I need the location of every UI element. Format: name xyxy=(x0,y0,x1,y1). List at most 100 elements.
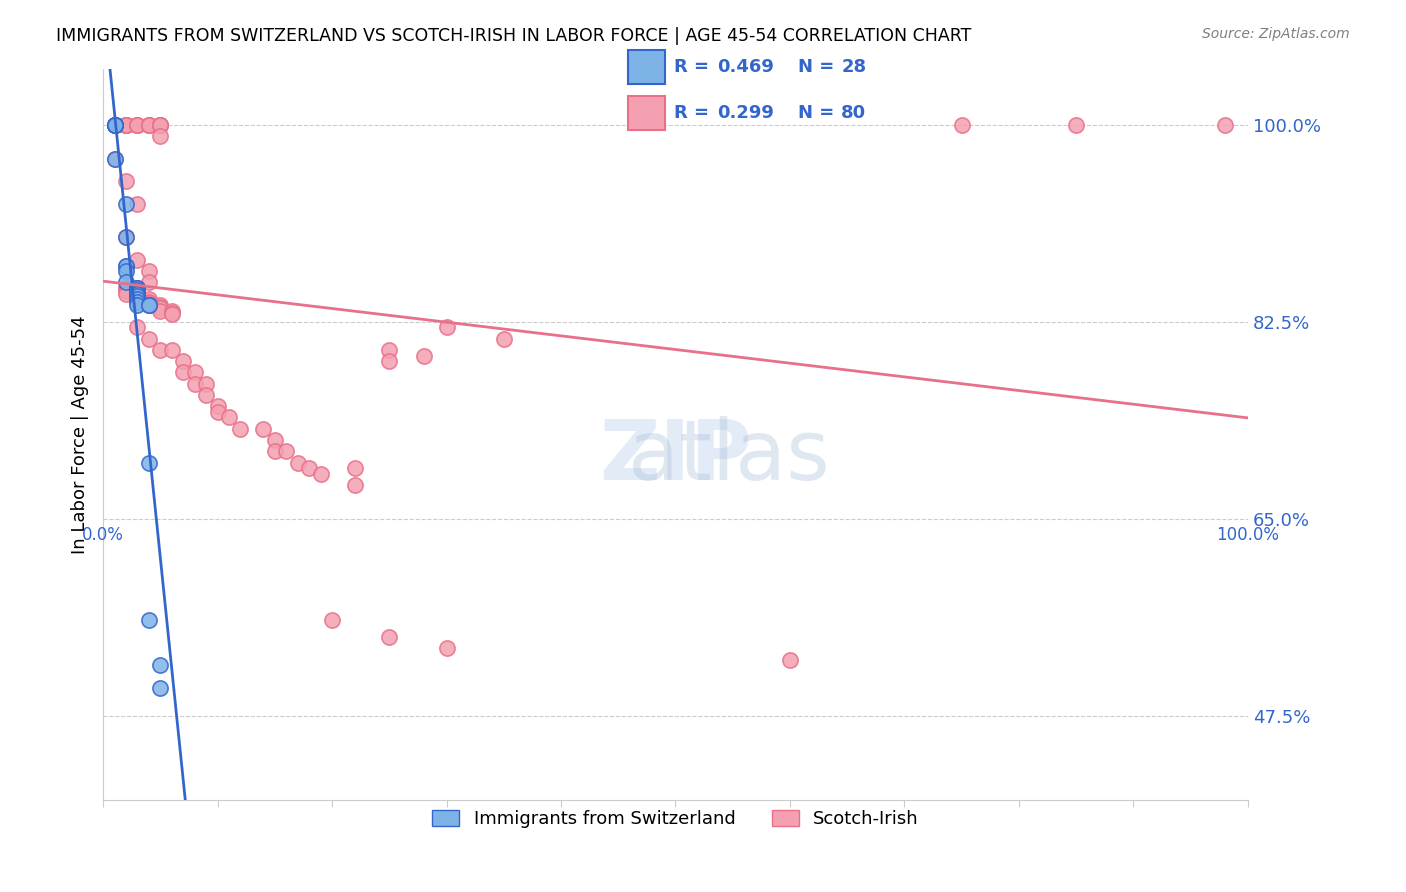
Point xyxy=(115,118,138,132)
Text: 0.469: 0.469 xyxy=(717,58,775,76)
FancyBboxPatch shape xyxy=(628,50,665,84)
Text: R =: R = xyxy=(675,58,716,76)
Point xyxy=(115,118,138,132)
Point xyxy=(115,259,138,273)
Point xyxy=(103,118,125,132)
Text: 100.0%: 100.0% xyxy=(1216,525,1279,544)
Point xyxy=(149,303,172,318)
Point xyxy=(229,422,252,436)
Point xyxy=(115,196,138,211)
Point xyxy=(115,282,138,296)
Point xyxy=(127,281,149,295)
Text: atlas: atlas xyxy=(522,416,830,497)
Point xyxy=(172,354,194,368)
Point xyxy=(149,300,172,314)
Point xyxy=(138,118,160,132)
Point xyxy=(127,298,149,312)
Point xyxy=(149,343,172,357)
Point xyxy=(378,343,401,357)
Text: N =: N = xyxy=(799,58,841,76)
Point xyxy=(950,118,973,132)
Point xyxy=(1213,118,1236,132)
Point xyxy=(103,152,125,166)
Text: IMMIGRANTS FROM SWITZERLAND VS SCOTCH-IRISH IN LABOR FORCE | AGE 45-54 CORRELATI: IMMIGRANTS FROM SWITZERLAND VS SCOTCH-IR… xyxy=(56,27,972,45)
Point xyxy=(127,289,149,303)
Point xyxy=(149,681,172,695)
Point xyxy=(115,174,138,188)
Point xyxy=(103,118,125,132)
Text: 28: 28 xyxy=(841,58,866,76)
Point xyxy=(263,444,285,458)
Point xyxy=(172,366,194,380)
Point xyxy=(1064,118,1087,132)
Point xyxy=(138,264,160,278)
Point xyxy=(127,293,149,307)
Point xyxy=(138,298,160,312)
Point xyxy=(103,152,125,166)
Point xyxy=(436,641,458,656)
Point xyxy=(160,343,183,357)
Point xyxy=(127,118,149,132)
Point xyxy=(149,118,172,132)
Point xyxy=(127,286,149,301)
Text: N =: N = xyxy=(799,103,841,121)
Point xyxy=(115,118,138,132)
Point xyxy=(378,354,401,368)
Point xyxy=(149,658,172,673)
Point xyxy=(343,478,366,492)
Point xyxy=(127,118,149,132)
Point xyxy=(115,118,138,132)
Point xyxy=(287,456,309,470)
Point xyxy=(138,298,160,312)
Point xyxy=(149,129,172,144)
Point xyxy=(160,303,183,318)
Point xyxy=(276,444,298,458)
Y-axis label: In Labor Force | Age 45-54: In Labor Force | Age 45-54 xyxy=(72,315,89,554)
Point xyxy=(378,630,401,644)
Point xyxy=(207,405,229,419)
Text: 0.0%: 0.0% xyxy=(82,525,124,544)
Point xyxy=(218,410,240,425)
Point xyxy=(115,230,138,244)
Point xyxy=(127,285,149,300)
Text: 80: 80 xyxy=(841,103,866,121)
Point xyxy=(149,301,172,316)
Point xyxy=(263,433,285,447)
Point xyxy=(127,286,149,301)
Point xyxy=(436,320,458,334)
Point xyxy=(138,293,160,307)
Point xyxy=(115,281,138,295)
Point xyxy=(252,422,274,436)
Point xyxy=(103,118,125,132)
Point xyxy=(115,286,138,301)
Point xyxy=(127,196,149,211)
Text: Source: ZipAtlas.com: Source: ZipAtlas.com xyxy=(1202,27,1350,41)
Point xyxy=(103,118,125,132)
Point xyxy=(160,306,183,320)
Point xyxy=(115,264,138,278)
Point xyxy=(195,376,218,391)
Point xyxy=(127,293,149,307)
Point xyxy=(127,289,149,303)
Point xyxy=(149,118,172,132)
Point xyxy=(115,118,138,132)
Point xyxy=(127,283,149,297)
Legend: Immigrants from Switzerland, Scotch-Irish: Immigrants from Switzerland, Scotch-Iris… xyxy=(425,803,927,835)
Point xyxy=(115,276,138,290)
Point xyxy=(127,118,149,132)
Point xyxy=(321,613,343,627)
Point xyxy=(127,320,149,334)
Point xyxy=(127,252,149,267)
Point xyxy=(149,298,172,312)
Point xyxy=(103,118,125,132)
Point xyxy=(207,399,229,413)
Point xyxy=(115,118,138,132)
Point xyxy=(183,376,205,391)
Point xyxy=(138,276,160,290)
Point xyxy=(138,332,160,346)
Point xyxy=(309,467,332,481)
Point xyxy=(138,295,160,310)
Point xyxy=(149,118,172,132)
Point xyxy=(138,118,160,132)
Point xyxy=(115,285,138,299)
